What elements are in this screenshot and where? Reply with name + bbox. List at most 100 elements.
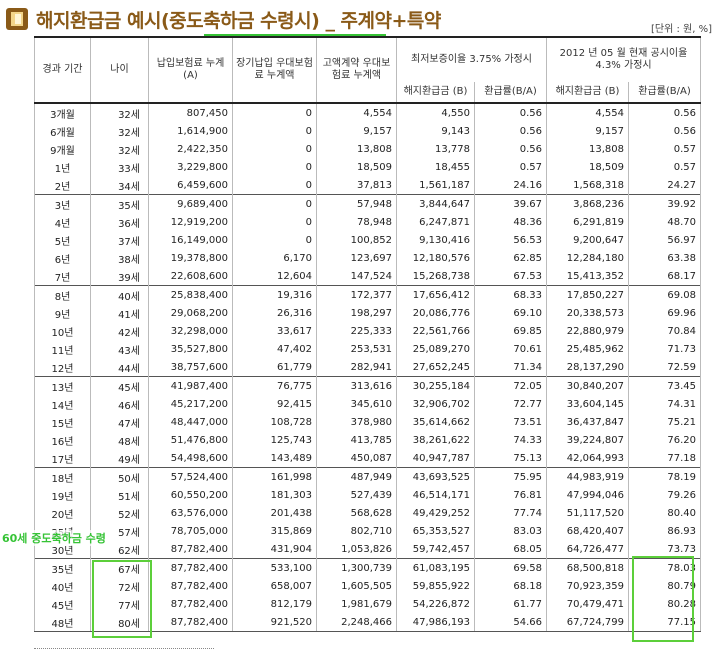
table-cell: 1,568,318 <box>546 176 629 195</box>
table-cell: 54,498,600 <box>148 449 233 468</box>
table-cell: 83.03 <box>474 522 547 540</box>
table-cell: 345,610 <box>316 395 397 413</box>
table-cell: 13,778 <box>396 140 475 158</box>
table-cell: 72.59 <box>628 358 701 377</box>
table-cell: 22,561,766 <box>396 322 475 340</box>
table-row: 6년 38세 19,378,800 6,170 123,697 12,180,576 62.… <box>34 249 701 267</box>
table-row: 3개월 32세 807,450 0 4,554 4,550 0.56 4,554 0.56 <box>34 103 701 122</box>
table-cell: 70,479,471 <box>546 595 629 613</box>
table-cell: 11년 <box>34 340 91 358</box>
table-cell: 12,919,200 <box>148 213 233 231</box>
table-cell: 44,983,919 <box>546 467 629 486</box>
table-row: 40년 72세 87,782,400 658,007 1,605,505 59,855,9… <box>34 577 701 595</box>
table-cell: 87,782,400 <box>148 613 233 632</box>
table-cell: 0 <box>232 158 317 176</box>
table-cell: 40년 <box>34 577 91 595</box>
table-row: 2년 34세 6,459,600 0 37,813 1,561,187 24.16 1,568… <box>34 176 701 195</box>
table-cell: 12,180,576 <box>396 249 475 267</box>
table-cell: 68.18 <box>474 577 547 595</box>
table-cell: 39,224,807 <box>546 431 629 449</box>
table-cell: 6개월 <box>34 122 91 140</box>
table-cell: 17,656,412 <box>396 285 475 304</box>
table-cell: 76.20 <box>628 431 701 449</box>
table-cell: 313,616 <box>316 376 397 395</box>
table-row: 11년 43세 35,527,800 47,402 253,531 25,089,270 7… <box>34 340 701 358</box>
table-cell: 19,378,800 <box>148 249 233 267</box>
table-row: 4년 36세 12,919,200 0 78,948 6,247,871 48.36 6,29… <box>34 213 701 231</box>
table-cell: 78,948 <box>316 213 397 231</box>
table-row: 13년 45세 41,987,400 76,775 313,616 30,255,184 7… <box>34 376 701 395</box>
table-cell: 46,514,171 <box>396 486 475 504</box>
header-period: 경과 기간 <box>34 37 91 103</box>
table-cell: 32세 <box>90 140 149 158</box>
table-cell: 75.13 <box>474 449 547 468</box>
table-cell: 527,439 <box>316 486 397 504</box>
table-row: 45년 77세 87,782,400 812,179 1,981,679 54,226,8… <box>34 595 701 613</box>
table-cell: 73.51 <box>474 413 547 431</box>
table-cell: 69.96 <box>628 304 701 322</box>
table-cell: 15,268,738 <box>396 267 475 286</box>
table-row: 3년 35세 9,689,400 0 57,948 3,844,647 39.67 3,868… <box>34 194 701 213</box>
table-cell: 64,726,477 <box>546 540 629 559</box>
table-cell: 87,782,400 <box>148 558 233 577</box>
table-cell: 69.58 <box>474 558 547 577</box>
table-cell: 0.56 <box>474 122 547 140</box>
table-cell: 807,450 <box>148 103 233 122</box>
table-cell: 41세 <box>90 304 149 322</box>
table-cell: 39.92 <box>628 194 701 213</box>
table-cell: 52세 <box>90 504 149 522</box>
table-cell: 0.57 <box>628 158 701 176</box>
table-cell: 72.05 <box>474 376 547 395</box>
table-cell: 32,906,702 <box>396 395 475 413</box>
table-cell: 18년 <box>34 467 91 486</box>
table-cell: 3,229,800 <box>148 158 233 176</box>
table-cell: 33,617 <box>232 322 317 340</box>
table-cell: 69.08 <box>628 285 701 304</box>
table-cell: 62.85 <box>474 249 547 267</box>
table-cell: 9개월 <box>34 140 91 158</box>
table-cell: 108,728 <box>232 413 317 431</box>
table-cell: 56.97 <box>628 231 701 249</box>
table-cell: 32,298,000 <box>148 322 233 340</box>
table-cell: 76,775 <box>232 376 317 395</box>
table-cell: 75.95 <box>474 467 547 486</box>
table-row: 35년 67세 87,782,400 533,100 1,300,739 61,083,1… <box>34 558 701 577</box>
table-cell: 225,333 <box>316 322 397 340</box>
table-cell: 812,179 <box>232 595 317 613</box>
table-cell: 25,485,962 <box>546 340 629 358</box>
header-refund-1: 해지환급금 (B) <box>396 82 475 103</box>
table-cell: 48,447,000 <box>148 413 233 431</box>
table-cell: 33,604,145 <box>546 395 629 413</box>
table-cell: 78.03 <box>628 558 701 577</box>
table-cell: 24.16 <box>474 176 547 195</box>
table-cell: 487,949 <box>316 467 397 486</box>
header-longterm-bonus: 장기납입 우대보험료 누계액 <box>232 37 317 103</box>
annotation-label: 60세 중도축하금 수령 <box>2 530 106 546</box>
table-cell: 56.53 <box>474 231 547 249</box>
table-cell: 92,415 <box>232 395 317 413</box>
table-cell: 1,561,187 <box>396 176 475 195</box>
table-cell: 22,608,600 <box>148 267 233 286</box>
table-cell: 1,605,505 <box>316 577 397 595</box>
table-cell: 13년 <box>34 376 91 395</box>
table-cell: 450,087 <box>316 449 397 468</box>
table-cell: 80.28 <box>628 595 701 613</box>
table-cell: 67,724,799 <box>546 613 629 632</box>
table-row: 7년 39세 22,608,600 12,604 147,524 15,268,738 67… <box>34 267 701 286</box>
table-row: 17년 49세 54,498,600 143,489 450,087 40,947,787… <box>34 449 701 468</box>
table-cell: 29,068,200 <box>148 304 233 322</box>
table-cell: 37세 <box>90 231 149 249</box>
table-cell: 0.57 <box>628 140 701 158</box>
table-cell: 77.15 <box>628 613 701 632</box>
table-cell: 35,527,800 <box>148 340 233 358</box>
table-cell: 61,779 <box>232 358 317 377</box>
table-cell: 13,808 <box>546 140 629 158</box>
header-refund-2: 해지환급금 (B) <box>546 82 629 103</box>
table-cell: 0 <box>232 213 317 231</box>
table-cell: 38,261,622 <box>396 431 475 449</box>
table-cell: 61.77 <box>474 595 547 613</box>
table-cell: 123,697 <box>316 249 397 267</box>
table-cell: 42,064,993 <box>546 449 629 468</box>
table-cell: 78,705,000 <box>148 522 233 540</box>
table-cell: 80.79 <box>628 577 701 595</box>
